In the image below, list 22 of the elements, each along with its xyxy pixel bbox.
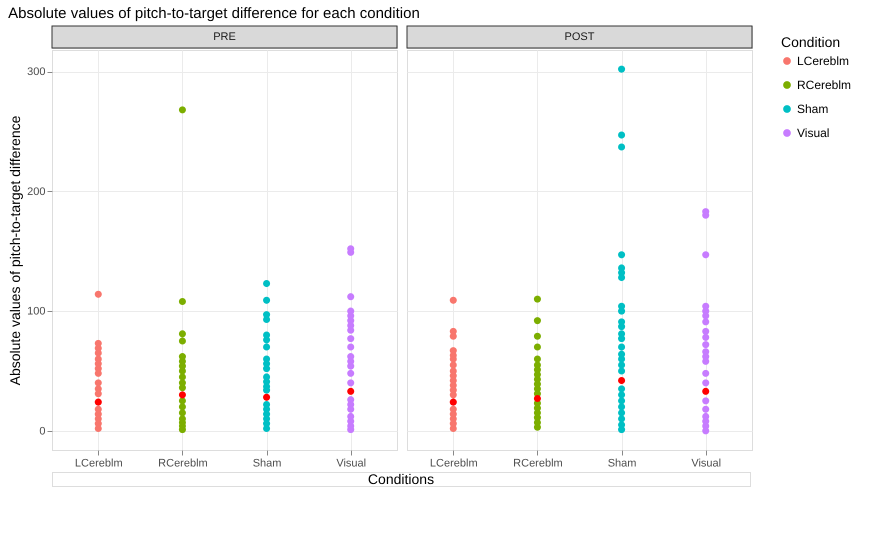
x-tick-label: RCereblm <box>513 458 563 470</box>
x-tick-label: Visual <box>691 458 722 470</box>
x-tick-label: Sham <box>252 458 282 470</box>
y-tick-label: 100 <box>27 306 46 318</box>
x-tick-label: RCereblm <box>158 458 208 470</box>
legend-label: Visual <box>797 126 830 140</box>
y-tick-label: 300 <box>27 66 46 78</box>
x-tick-label: Visual <box>336 458 366 470</box>
y-tick-label: 0 <box>39 425 46 438</box>
legend-label: LCereblm <box>797 54 850 68</box>
y-tick-label: 200 <box>27 186 46 198</box>
legend-title: Condition <box>781 34 840 50</box>
legend-label: RCereblm <box>797 78 852 92</box>
x-axis-title: Conditions <box>368 471 434 487</box>
x-tick-label: LCereblm <box>74 458 123 470</box>
y-axis-title: Absolute values of pitch-to-target difference <box>7 115 24 386</box>
chart-title: Absolute values of pitch-to-target difference for each condition <box>8 5 420 22</box>
x-tick-label: LCereblm <box>430 458 478 470</box>
legend-label: Sham <box>797 102 828 116</box>
x-tick-label: Sham <box>608 458 636 470</box>
chart-subtitle: PRE <box>213 31 236 43</box>
chart-subtitle: POST <box>564 31 595 43</box>
